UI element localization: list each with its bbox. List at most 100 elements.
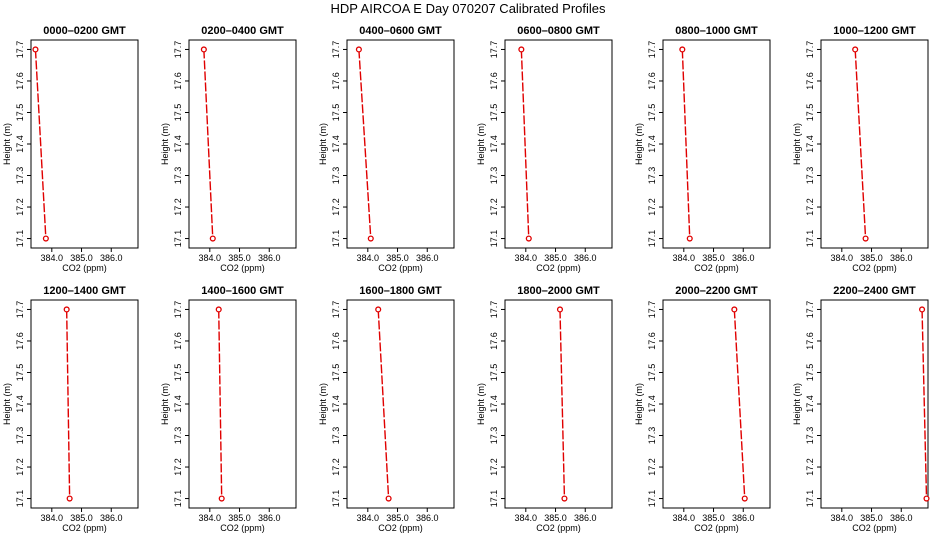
x-axis-label: CO2 (ppm) <box>378 523 423 533</box>
y-tick-label: 17.4 <box>805 135 815 153</box>
panel-title: 0600–0800 GMT <box>517 25 600 37</box>
y-tick-label: 17.4 <box>173 395 183 413</box>
y-tick-label: 17.7 <box>331 41 341 59</box>
y-tick-label: 17.5 <box>647 104 657 122</box>
data-point-marker <box>731 306 738 313</box>
y-tick-label: 17.3 <box>15 167 25 185</box>
y-tick-label: 17.4 <box>489 395 499 413</box>
x-tick-label: 384.0 <box>515 513 538 523</box>
x-axis-label: CO2 (ppm) <box>378 263 423 273</box>
x-axis-label: CO2 (ppm) <box>852 263 897 273</box>
x-axis-label: CO2 (ppm) <box>62 523 107 533</box>
panel-title: 1800–2000 GMT <box>517 285 600 297</box>
profile-line <box>65 309 71 499</box>
y-tick-label: 17.2 <box>805 198 815 216</box>
y-tick-label: 17.1 <box>647 490 657 508</box>
x-axis-label: CO2 (ppm) <box>536 523 581 533</box>
y-tick-label: 17.4 <box>647 135 657 153</box>
panel-title: 0000–0200 GMT <box>43 25 126 37</box>
profile-line <box>218 309 223 499</box>
x-tick-label: 384.0 <box>515 253 538 263</box>
profile-line <box>203 49 214 239</box>
y-axis-label: Height (m) <box>318 123 328 165</box>
y-tick-label: 17.3 <box>331 427 341 445</box>
data-point-marker <box>66 495 73 502</box>
data-point-marker <box>215 306 222 313</box>
y-tick-label: 17.5 <box>489 364 499 382</box>
y-axis-label: Height (m) <box>318 383 328 425</box>
y-tick-label: 17.6 <box>489 332 499 350</box>
x-tick-label: 385.0 <box>860 253 883 263</box>
data-point-marker <box>63 306 70 313</box>
y-tick-label: 17.5 <box>173 364 183 382</box>
y-tick-label: 17.7 <box>15 301 25 319</box>
y-tick-label: 17.2 <box>647 458 657 476</box>
x-axis-label: CO2 (ppm) <box>694 523 739 533</box>
y-tick-label: 17.7 <box>489 41 499 59</box>
plot-frame <box>504 299 613 509</box>
x-tick-label: 386.0 <box>258 253 281 263</box>
x-axis-label: CO2 (ppm) <box>536 263 581 273</box>
y-tick-label: 17.5 <box>805 364 815 382</box>
y-tick-label: 17.3 <box>647 427 657 445</box>
panel-title: 1000–1200 GMT <box>833 25 916 37</box>
x-tick-label: 385.0 <box>544 253 567 263</box>
y-axis-label: Height (m) <box>792 383 802 425</box>
y-tick-label: 17.1 <box>331 490 341 508</box>
x-tick-label: 386.0 <box>100 253 123 263</box>
panel-title: 2200–2400 GMT <box>833 285 916 297</box>
y-tick-label: 17.2 <box>489 198 499 216</box>
x-tick-label: 386.0 <box>732 513 755 523</box>
data-point-marker <box>679 46 686 53</box>
x-tick-label: 384.0 <box>831 513 854 523</box>
x-tick-label: 384.0 <box>199 253 222 263</box>
plot-frame <box>188 39 297 249</box>
x-tick-label: 384.0 <box>831 253 854 263</box>
figure-title: HDP AIRCOA E Day 070207 Calibrated Profi… <box>330 1 606 16</box>
y-axis-label: Height (m) <box>160 383 170 425</box>
data-point-marker <box>862 235 869 242</box>
data-point-marker <box>561 495 568 502</box>
x-axis-label: CO2 (ppm) <box>220 523 265 533</box>
y-tick-label: 17.1 <box>489 490 499 508</box>
x-axis-label: CO2 (ppm) <box>852 523 897 533</box>
x-tick-label: 386.0 <box>416 253 439 263</box>
data-point-marker <box>375 306 382 313</box>
y-tick-label: 17.4 <box>331 135 341 153</box>
x-tick-label: 384.0 <box>41 253 64 263</box>
data-point-marker <box>556 306 564 313</box>
y-tick-label: 17.7 <box>805 41 815 59</box>
y-tick-label: 17.5 <box>15 364 25 382</box>
y-tick-label: 17.6 <box>15 332 25 350</box>
y-axis-label: Height (m) <box>634 123 644 165</box>
data-point-marker <box>385 495 392 502</box>
y-tick-label: 17.6 <box>647 72 657 90</box>
profile-line <box>854 49 867 239</box>
y-tick-label: 17.2 <box>173 198 183 216</box>
x-tick-label: 385.0 <box>702 253 725 263</box>
y-tick-label: 17.1 <box>489 230 499 248</box>
x-tick-label: 384.0 <box>357 253 380 263</box>
y-axis-label: Height (m) <box>476 123 486 165</box>
y-tick-label: 17.6 <box>173 72 183 90</box>
y-tick-label: 17.7 <box>805 301 815 319</box>
y-tick-label: 17.3 <box>173 427 183 445</box>
data-point-marker <box>919 306 926 313</box>
x-tick-label: 384.0 <box>673 513 696 523</box>
data-point-marker <box>525 235 532 242</box>
y-tick-label: 17.7 <box>647 301 657 319</box>
profile-line <box>921 309 928 499</box>
y-tick-label: 17.2 <box>331 198 341 216</box>
profile-line <box>559 309 566 499</box>
y-tick-label: 17.6 <box>331 332 341 350</box>
y-axis-label: Height (m) <box>792 123 802 165</box>
y-tick-label: 17.3 <box>489 427 499 445</box>
x-axis-label: CO2 (ppm) <box>62 263 107 273</box>
y-tick-label: 17.4 <box>331 395 341 413</box>
plot-frame <box>346 39 455 249</box>
y-tick-label: 17.4 <box>173 135 183 153</box>
data-point-marker <box>367 235 374 242</box>
x-tick-label: 385.0 <box>228 513 251 523</box>
y-tick-label: 17.2 <box>15 458 25 476</box>
